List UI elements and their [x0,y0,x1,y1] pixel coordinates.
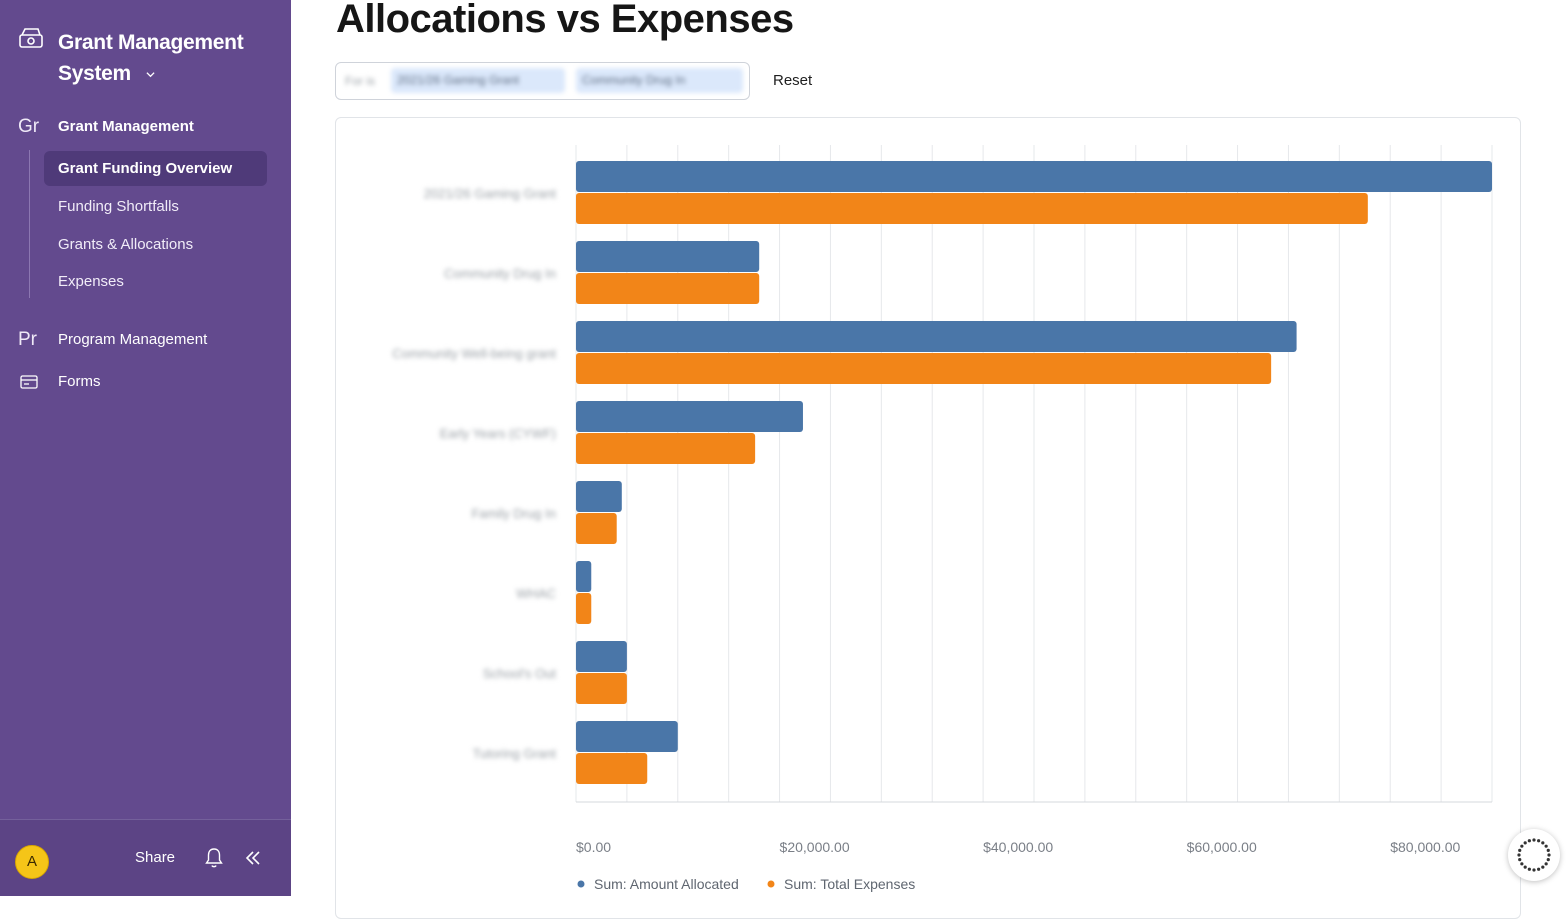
allocations-vs-expenses-chart: $0.00 $20,000.00 $40,000.00 $60,000.00 $80,0… [392,145,1493,892]
x-tick-label: $0.00 [576,839,611,855]
y-category-label: Family Drug In [471,506,556,521]
sidebar-item-grants-allocations[interactable]: Grants & Allocations [44,227,267,262]
spinner-dot [1546,848,1550,852]
bar-allocated [576,241,760,272]
spinner-dot [1532,868,1536,872]
bar-expenses [576,513,617,544]
bar-allocated [576,481,622,512]
bar-allocated [576,321,1297,352]
double-chevron-left-icon[interactable] [243,848,263,868]
bar-allocated [576,161,1492,192]
spinner-icon [1517,838,1551,872]
section-label: Grant Management [58,118,194,135]
avatar[interactable]: A [15,845,49,879]
spinner-dot [1541,865,1545,869]
bar-expenses [576,673,627,704]
filter-input[interactable]: For is 2021/26 Gaming Grant Community Dr… [335,62,750,100]
sidebar: Grant Management System Gr Grant Managem… [0,0,291,896]
bar-allocated [576,641,627,672]
sidebar-section-program-management[interactable]: Pr Program Management [18,326,278,354]
bar-allocated [576,401,803,432]
nav-tree-line [29,150,30,298]
section-label: Forms [58,373,101,390]
sidebar-item-expenses[interactable]: Expenses [44,264,267,299]
spinner-dot [1517,853,1521,857]
bar-allocated [576,721,678,752]
y-category-label: 2021/26 Gaming Grant [424,186,557,201]
x-tick-label: $60,000.00 [1187,839,1257,855]
spinner-dot [1541,841,1545,845]
legend-label: Sum: Total Expenses [784,876,915,892]
bar-expenses [576,753,648,784]
spinner-dot [1527,867,1531,871]
bar-expenses [576,433,756,464]
legend-marker [767,880,775,888]
y-category-label: Tutoring Grant [473,746,557,761]
y-category-label: School's Out [483,666,557,681]
sidebar-item-label: Funding Shortfalls [58,198,179,215]
app-header[interactable]: Grant Management System [18,25,278,89]
x-tick-label: $80,000.00 [1390,839,1460,855]
section-label: Program Management [58,331,208,348]
sidebar-section-forms[interactable]: Forms [18,368,278,396]
cash-register-icon [19,28,43,48]
sidebar-item-funding-shortfalls[interactable]: Funding Shortfalls [44,189,267,224]
chevron-down-icon [146,72,156,78]
loading-spinner [1508,829,1560,881]
y-category-label: Community Drug In [444,266,556,281]
sidebar-item-grant-funding-overview[interactable]: Grant Funding Overview [44,151,267,186]
bar-expenses [576,593,592,624]
section-abbr: Gr [18,116,40,137]
app-title: Grant Management System [58,27,268,89]
form-icon [20,375,38,389]
legend-marker [577,880,585,888]
spinner-dot [1532,838,1536,842]
filter-prefix: For is [345,74,375,88]
spinner-dot [1544,844,1548,848]
spinner-dot [1544,862,1548,866]
sidebar-item-label: Grant Funding Overview [58,160,233,177]
spinner-dot [1520,862,1524,866]
app-title-text: Grant Management System [58,31,244,85]
spinner-dot [1523,865,1527,869]
y-category-label: WHAC [516,586,556,601]
spinner-dot [1520,844,1524,848]
spinner-dot [1547,853,1551,857]
reset-button[interactable]: Reset [763,67,822,95]
sidebar-item-label: Expenses [58,273,124,290]
page-title: Allocations vs Expenses [336,0,794,41]
spinner-dot [1527,839,1531,843]
y-category-label: Community Well-being grant [392,346,556,361]
spinner-dot [1518,848,1522,852]
filter-chip[interactable]: Community Drug In [576,68,743,93]
y-category-label: Early Years (CYWF) [440,426,556,441]
spinner-dot [1518,858,1522,862]
sidebar-footer: A Share [0,819,291,896]
spinner-dot [1546,858,1550,862]
bar-expenses [576,353,1272,384]
bar-allocated [576,561,592,592]
x-tick-label: $40,000.00 [983,839,1053,855]
sidebar-section-grant-management[interactable]: Gr Grant Management [18,113,278,141]
bar-expenses [576,273,760,304]
legend-label: Sum: Amount Allocated [594,876,739,892]
section-abbr: Pr [18,329,37,350]
chart-card: $0.00 $20,000.00 $40,000.00 $60,000.00 $80,0… [335,117,1521,919]
bar-expenses [576,193,1368,224]
x-tick-label: $20,000.00 [780,839,850,855]
spinner-dot [1537,839,1541,843]
spinner-dot [1537,867,1541,871]
bell-icon[interactable] [204,847,224,869]
filter-chip[interactable]: 2021/26 Gaming Grant [391,68,565,93]
spinner-dot [1523,841,1527,845]
sidebar-item-label: Grants & Allocations [58,236,194,253]
share-button[interactable]: Share [135,849,176,866]
